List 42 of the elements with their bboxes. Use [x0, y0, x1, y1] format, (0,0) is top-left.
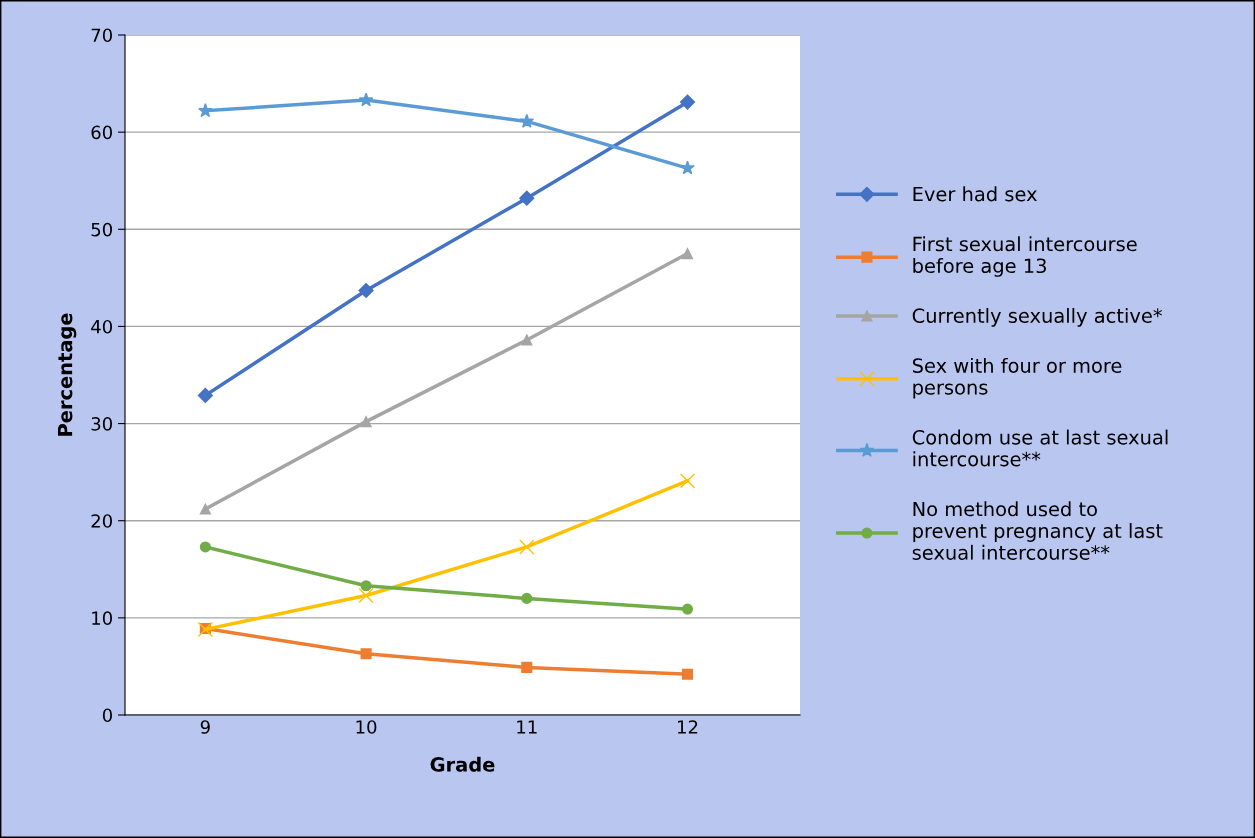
- point: [358, 587, 374, 604]
- y-axis-title: Percentage: [57, 313, 77, 436]
- legend-label: No method used to prevent pregnancy at last sexual intercourse**: [912, 501, 1163, 560]
- legend-label: Sex with four or more persons: [912, 357, 1122, 399]
- y-tick-label: 0: [102, 708, 112, 723]
- point: [197, 387, 213, 403]
- y-tick-label: 30: [91, 417, 112, 431]
- legend-label: First sexual intercourse before age 13: [913, 236, 1137, 277]
- legend-label: Ever had sex: [913, 186, 1037, 202]
- x-axis-title: Grade: [430, 756, 495, 772]
- y-tick-label: 10: [92, 611, 112, 625]
- point: [358, 282, 374, 299]
- legend-label: Condom use at last sexual intercourse**: [912, 429, 1168, 467]
- point: [360, 580, 372, 592]
- point: [519, 539, 535, 555]
- x-tick-label: 11: [517, 720, 537, 734]
- point: [198, 103, 213, 118]
- point: [199, 503, 211, 515]
- point: [358, 92, 374, 107]
- point: [519, 190, 535, 206]
- legend-label: Currently sexually active*: [912, 307, 1162, 327]
- point: [360, 416, 372, 428]
- point: [681, 248, 694, 260]
- y-tick-label: 20: [91, 514, 112, 528]
- y-tick-label: 40: [91, 319, 112, 334]
- point: [521, 661, 533, 673]
- x-tick-label: 12: [678, 720, 698, 734]
- x-tick-label: 10: [356, 720, 377, 734]
- point: [199, 541, 211, 553]
- point: [681, 603, 694, 615]
- point: [521, 334, 533, 346]
- point: [521, 592, 533, 604]
- y-tick-label: 60: [91, 125, 112, 140]
- point: [360, 648, 372, 660]
- y-tick-label: 50: [91, 222, 112, 237]
- point: [679, 94, 696, 110]
- point: [681, 668, 694, 680]
- point: [679, 473, 696, 489]
- point: [680, 160, 695, 175]
- y-tick-label: 70: [91, 28, 112, 43]
- x-tick-label: 9: [200, 720, 210, 734]
- point: [519, 113, 535, 128]
